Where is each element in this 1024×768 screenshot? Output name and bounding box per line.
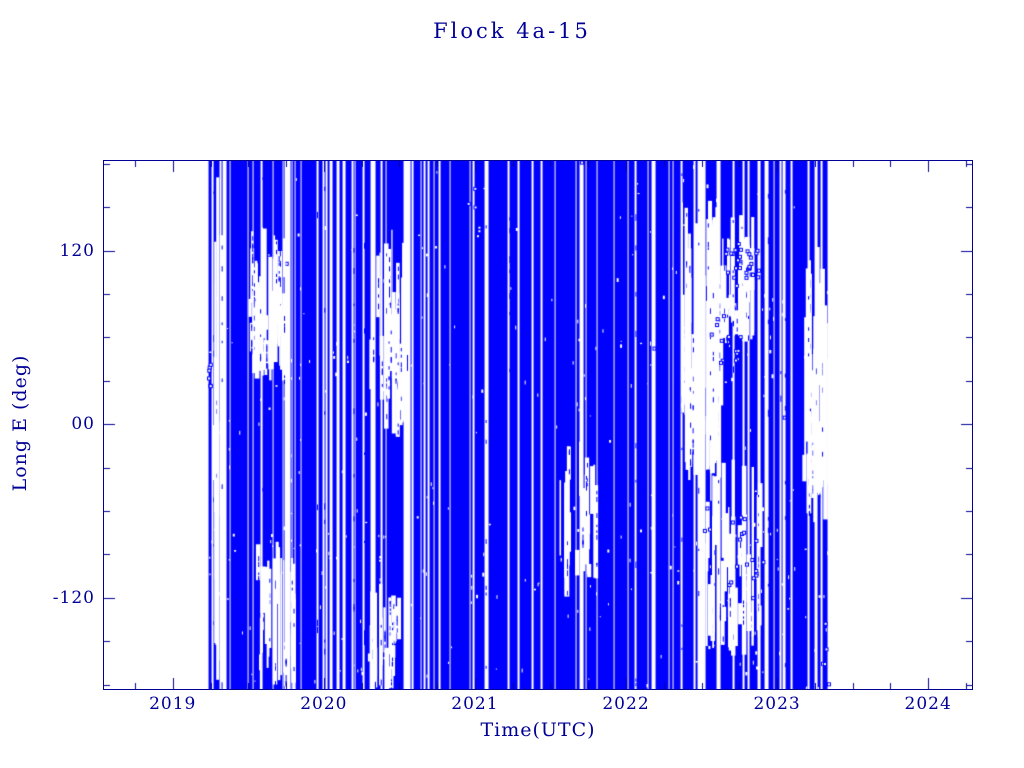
y-tick-label-00: 00 bbox=[71, 414, 95, 435]
x-tick-label-2020: 2020 bbox=[300, 694, 348, 714]
x-tick-label-2019: 2019 bbox=[149, 694, 197, 714]
y-tick-label-neg120: -120 bbox=[52, 587, 95, 608]
y-tick-label-120: 120 bbox=[59, 240, 95, 261]
x-tick-label-2024: 2024 bbox=[904, 694, 952, 714]
x-axis-title: Time(UTC) bbox=[480, 719, 596, 741]
x-tick-label-2023: 2023 bbox=[753, 694, 801, 714]
x-tick-label-2021: 2021 bbox=[451, 694, 499, 714]
chart-title: Flock 4a-15 bbox=[433, 19, 591, 43]
plot-area bbox=[103, 160, 973, 690]
chart-canvas bbox=[104, 161, 972, 689]
y-axis-title: Long E (deg) bbox=[9, 354, 31, 492]
x-tick-label-2022: 2022 bbox=[602, 694, 650, 714]
